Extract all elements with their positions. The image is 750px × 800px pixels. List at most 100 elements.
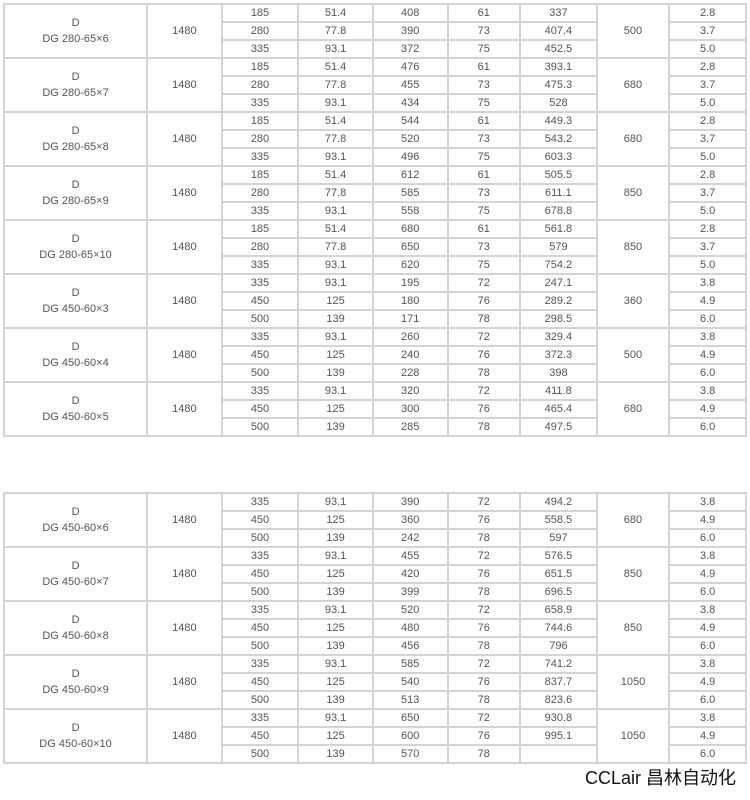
- model-number: DG 450-60×8: [42, 630, 109, 642]
- merged-value-cell: 850: [595, 546, 671, 602]
- table-row: 280 77.8 650 73 579 3.7: [4, 237, 747, 257]
- merged-value-cell: 680: [595, 111, 671, 167]
- value-cell: 72: [446, 327, 522, 347]
- model-series: D: [71, 179, 80, 191]
- model-series: D: [71, 668, 80, 680]
- last-value-cell: 3.7: [668, 183, 747, 203]
- value-cell: 411.8: [519, 381, 598, 401]
- value-cell: 75: [446, 93, 522, 113]
- table-row: 500 139 456 78 796 6.0: [4, 636, 747, 656]
- value-cell: 77.8: [297, 21, 374, 41]
- value-cell: 77.8: [297, 129, 374, 149]
- value-cell: 500: [220, 363, 300, 383]
- speed-cell: 1480: [146, 111, 223, 167]
- value-cell: 139: [297, 528, 374, 548]
- value-cell: 76: [446, 510, 522, 530]
- last-value-cell: 4.9: [668, 726, 747, 746]
- last-value-cell: 3.8: [668, 600, 747, 620]
- merged-value-cell: 1050: [595, 654, 671, 710]
- value-cell: 75: [446, 255, 522, 275]
- value-cell: 73: [446, 21, 522, 41]
- value-cell: 658.9: [519, 600, 598, 620]
- value-cell: 585: [371, 654, 449, 674]
- value-cell: 72: [446, 546, 522, 566]
- value-cell: 72: [446, 708, 522, 728]
- value-cell: 407.4: [519, 21, 598, 41]
- last-value-cell: 5.0: [668, 93, 747, 113]
- model-series: D: [71, 341, 80, 353]
- value-cell: 75: [446, 201, 522, 221]
- table-row: 335 93.1 496 75 603.3 5.0: [4, 147, 747, 167]
- value-cell: 280: [220, 21, 300, 41]
- last-value-cell: 5.0: [668, 147, 747, 167]
- table-row: D DG 450-60×5 1480 335 93.1 320 72 411.8 680 3.8: [2, 381, 747, 437]
- value-cell: 434: [371, 93, 449, 113]
- merged-value-cell: 680: [595, 381, 671, 437]
- speed-cell: 1480: [146, 165, 223, 221]
- model-cell: D DG 280-65×7: [2, 57, 149, 113]
- model-series: D: [71, 395, 80, 407]
- speed-cell: 1480: [146, 327, 223, 383]
- value-cell: 796: [519, 636, 598, 656]
- value-cell: 329.4: [519, 327, 598, 347]
- value-cell: 650: [371, 237, 449, 257]
- model-series: D: [71, 17, 80, 29]
- value-cell: 139: [297, 744, 374, 764]
- value-cell: 93.1: [297, 201, 374, 221]
- value-cell: 543.2: [519, 129, 598, 149]
- value-cell: 420: [371, 564, 449, 584]
- value-cell: 61: [446, 219, 522, 239]
- table-row: D DG 280-65×8 1480 185 51.4 544 61 449.3 680 2.8: [2, 111, 747, 167]
- value-cell: 78: [446, 528, 522, 548]
- value-cell: 78: [446, 417, 522, 437]
- value-cell: 500: [220, 690, 300, 710]
- value-cell: 51.4: [297, 165, 374, 185]
- model-series: D: [71, 125, 80, 137]
- model-cell: D DG 280-65×10: [2, 219, 149, 275]
- value-cell: 837.7: [519, 672, 598, 692]
- model-cell: D DG 450-60×7: [2, 546, 149, 602]
- table-row: D DG 450-60×3 1480 335 93.1 195 72 247.1 360 3.8: [2, 273, 747, 329]
- value-cell: 475.3: [519, 75, 598, 95]
- value-cell: 78: [446, 636, 522, 656]
- value-cell: 335: [220, 255, 300, 275]
- value-cell: 75: [446, 39, 522, 59]
- value-cell: 335: [220, 381, 300, 401]
- value-cell: 335: [220, 327, 300, 347]
- value-cell: 93.1: [297, 93, 374, 113]
- last-value-cell: 3.8: [668, 654, 747, 674]
- model-cell: D DG 450-60×6: [2, 492, 149, 548]
- value-cell: 280: [220, 129, 300, 149]
- model-number: DG 280-65×6: [42, 33, 109, 45]
- value-cell: 72: [446, 600, 522, 620]
- value-cell: 125: [297, 618, 374, 638]
- table-row: D DG 450-60×10 1480 335 93.1 650 72 930.8 1050 3.…: [2, 708, 747, 764]
- value-cell: 51.4: [297, 3, 374, 23]
- table-row: 335 93.1 558 75 678.8 5.0: [4, 201, 747, 221]
- value-cell: 335: [220, 600, 300, 620]
- value-cell: 73: [446, 237, 522, 257]
- value-cell: 139: [297, 582, 374, 602]
- model-series: D: [71, 614, 80, 626]
- value-cell: 528: [519, 93, 598, 113]
- last-value-cell: 6.0: [668, 744, 747, 764]
- value-cell: 450: [220, 345, 300, 365]
- table-row: D DG 280-65×9 1480 185 51.4 612 61 505.5 850 2.8: [2, 165, 747, 221]
- last-value-cell: 4.9: [668, 291, 747, 311]
- last-value-cell: 5.0: [668, 39, 747, 59]
- value-cell: 558.5: [519, 510, 598, 530]
- value-cell: 76: [446, 726, 522, 746]
- merged-value-cell: 850: [595, 600, 671, 656]
- value-cell: 335: [220, 93, 300, 113]
- value-cell: 93.1: [297, 255, 374, 275]
- table-row: 280 77.8 390 73 407.4 3.7: [4, 21, 747, 41]
- value-cell: 335: [220, 39, 300, 59]
- model-series: D: [71, 722, 80, 734]
- merged-value-cell: 680: [595, 492, 671, 548]
- value-cell: 125: [297, 564, 374, 584]
- value-cell: 500: [220, 528, 300, 548]
- value-cell: 185: [220, 111, 300, 131]
- value-cell: 500: [220, 744, 300, 764]
- value-cell: 93.1: [297, 708, 374, 728]
- value-cell: 335: [220, 654, 300, 674]
